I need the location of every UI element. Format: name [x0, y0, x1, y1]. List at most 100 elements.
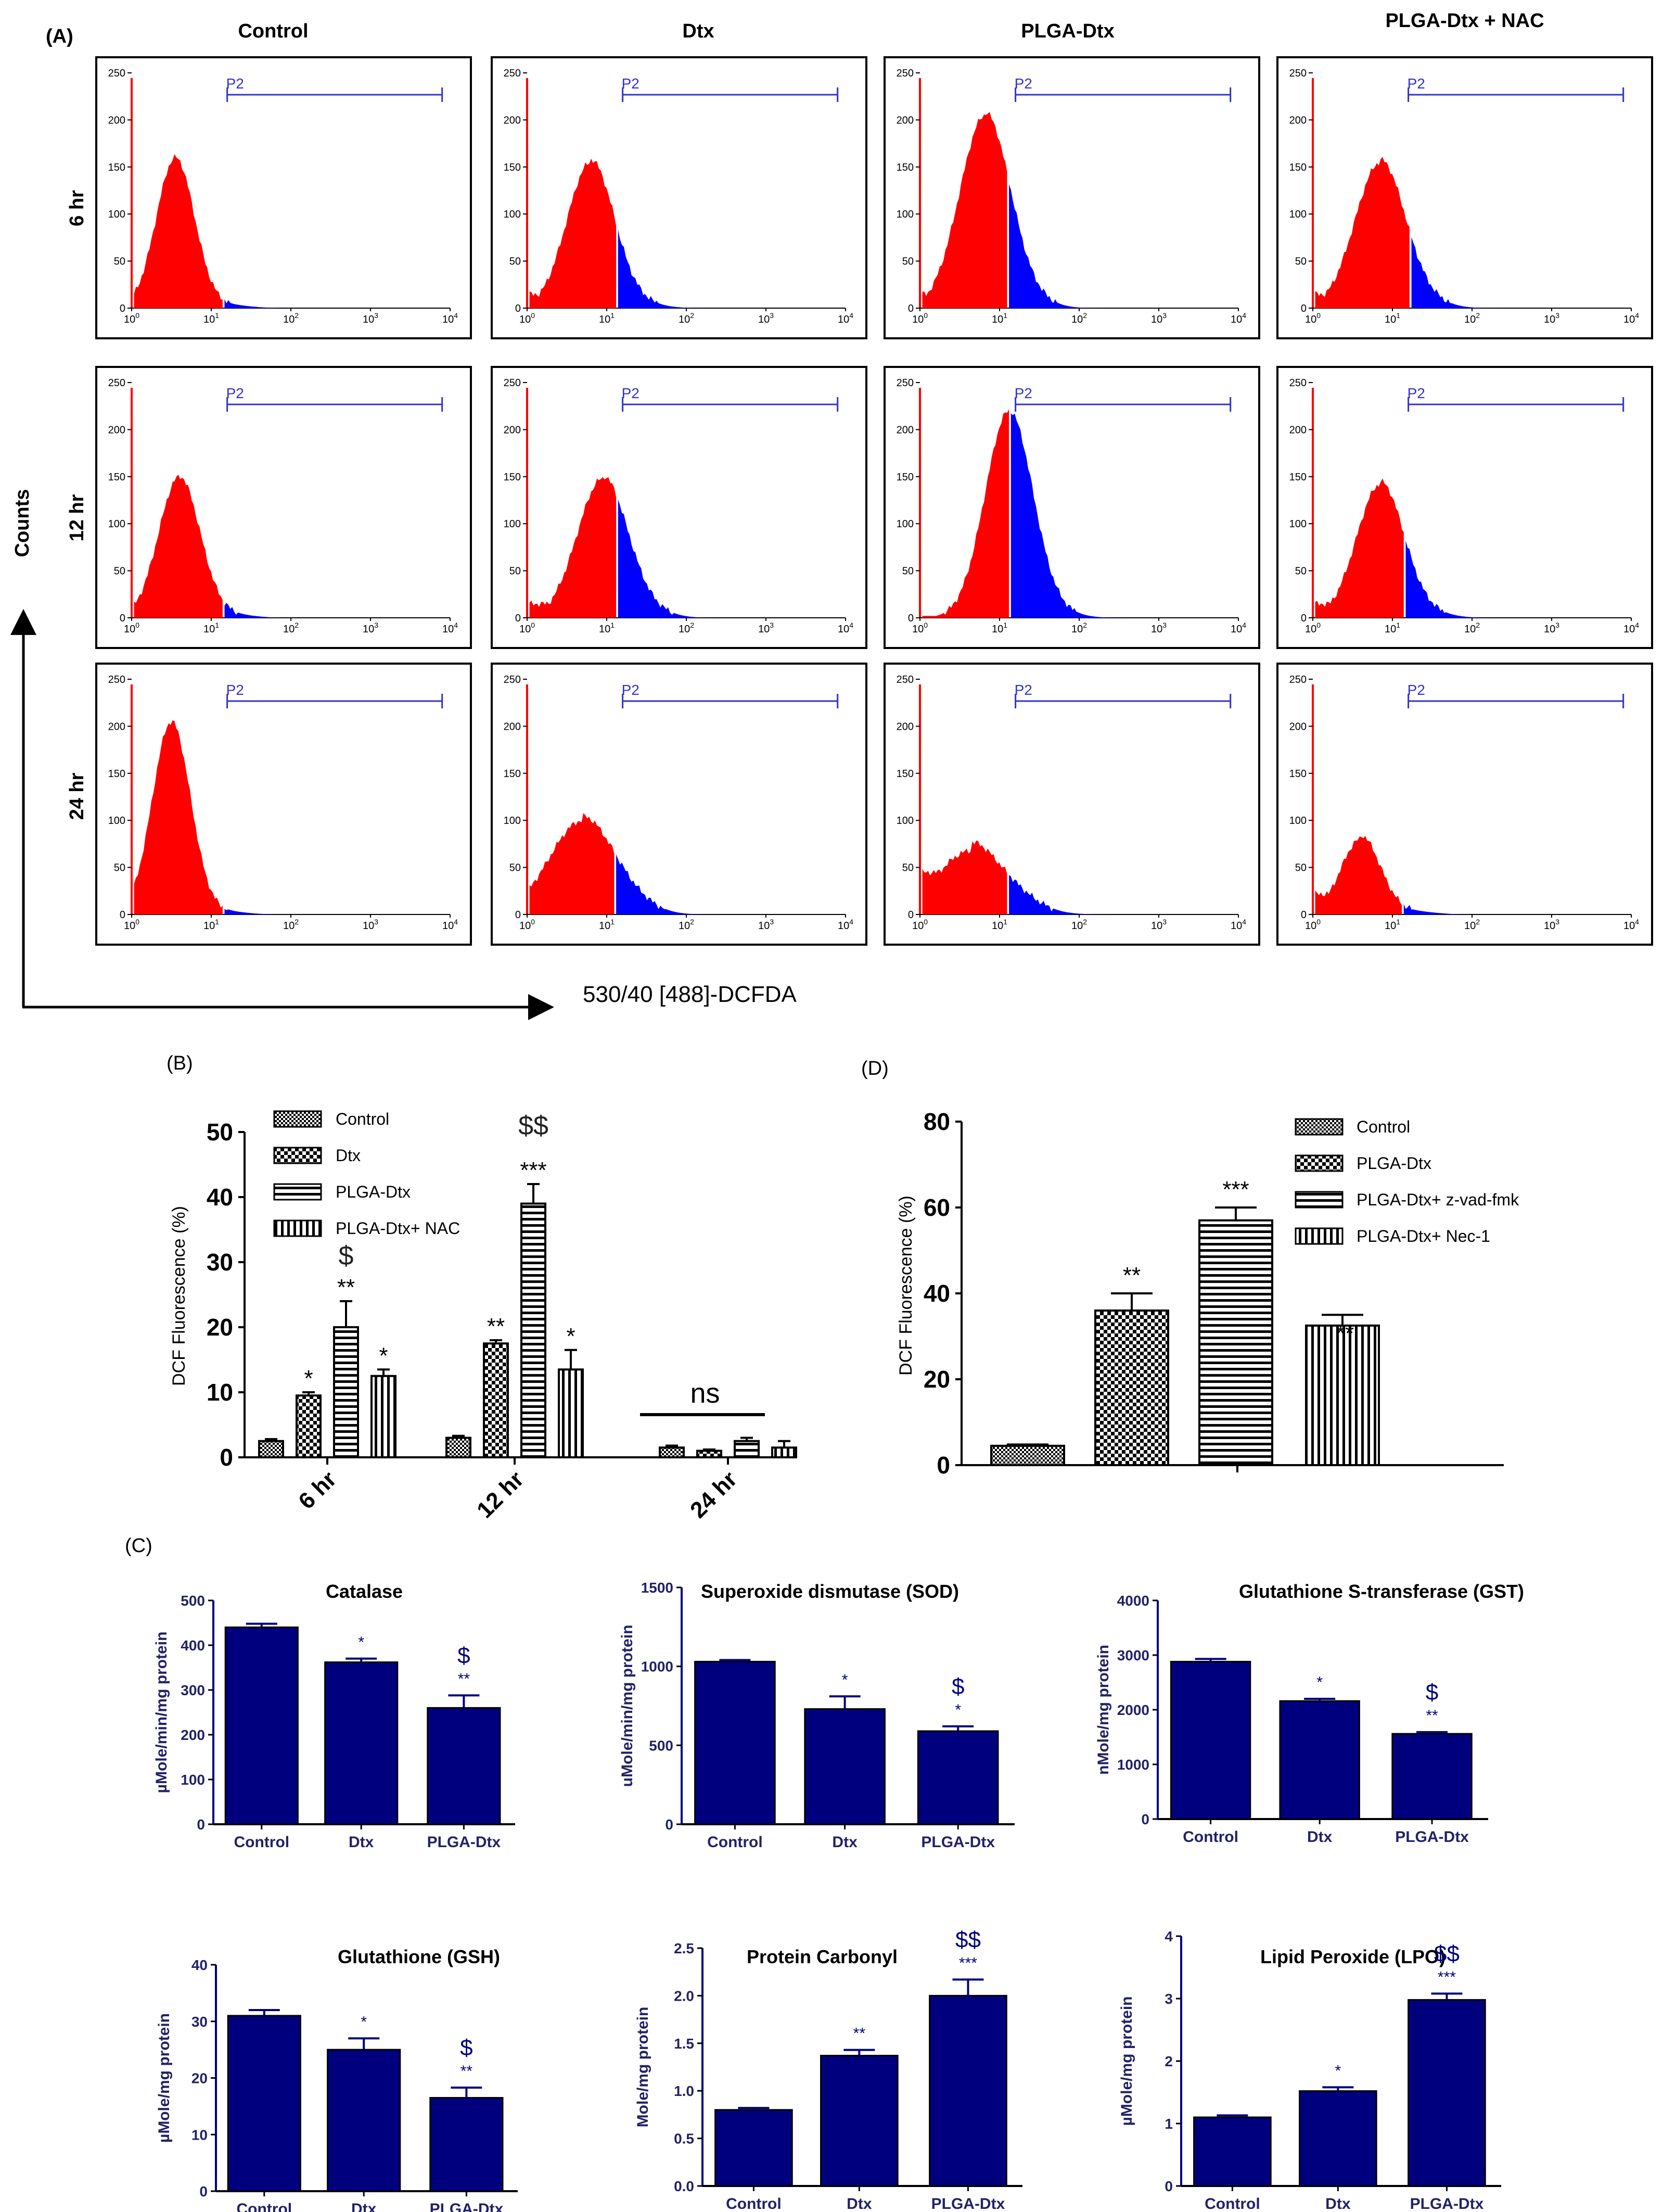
row-label-24hr: 24 hr	[66, 772, 88, 820]
panel-b-bar	[445, 1436, 471, 1458]
panel-c-y-tick-label: 0	[1165, 2178, 1173, 2194]
histogram-x-tick-label: 101	[599, 918, 615, 932]
panel-d-sig-mark: ***	[1222, 1177, 1249, 1202]
histogram-blue-region	[1411, 237, 1623, 308]
panel-c-title: Protein Carbonyl	[747, 1946, 898, 1967]
panel-c-bar	[224, 1626, 299, 1825]
panel-d-legend-swatch	[1295, 1118, 1344, 1136]
panel-d-sig-mark: **	[1336, 1320, 1354, 1346]
panel-c-y-tick-label: 40	[191, 1957, 208, 1973]
col-header-plga-dtx-nac: PLGA-Dtx + NAC	[1385, 10, 1544, 32]
panel-b-legend-label: PLGA-Dtx	[336, 1183, 411, 1201]
histogram-y-tick-label: 200	[108, 115, 125, 126]
histogram-x-tick-label: 104	[442, 311, 458, 325]
histogram-x-tick-label: 101	[992, 918, 1007, 932]
histogram-x-tick-label: 100	[1305, 621, 1321, 635]
histogram-2-2: 0 50 100 150 200 250 100 101 102 103 104 P2	[884, 663, 1260, 946]
histogram-x-tick-label: 104	[838, 918, 853, 932]
panel-c-bar	[1408, 1999, 1486, 2187]
histogram-y-tick-label: 200	[1289, 424, 1307, 436]
panel-c-dollar-mark: $	[457, 1643, 470, 1668]
panel-c-x-tick-label: Control	[236, 2201, 292, 2212]
panel-d-y-tick-label: 0	[937, 1452, 950, 1479]
panel-c-y-label: uMole/min/mg protein	[619, 1625, 636, 1787]
histogram-y-tick-label: 100	[897, 518, 914, 530]
panel-c-y-tick-label: 2000	[1117, 1702, 1149, 1718]
panel-b-bar	[483, 1342, 509, 1458]
histogram-y-tick-label: 150	[108, 472, 125, 483]
panel-c-y-tick-label: 3	[1165, 1991, 1173, 2007]
histogram-x-tick-label: 101	[1385, 918, 1400, 932]
histogram-red-region	[922, 112, 1007, 309]
histogram-red-region	[922, 409, 1009, 618]
panel-b-y-tick-label: 40	[207, 1184, 233, 1211]
panel-c-y-tick-label: 0	[665, 1816, 673, 1833]
panel-c-sig-mark: *	[955, 1701, 961, 1719]
histogram-x-tick-label: 103	[1544, 311, 1559, 325]
panel-c-sig-mark: **	[1426, 1707, 1438, 1724]
histogram-y-tick-label: 250	[1289, 68, 1307, 79]
histogram-x-tick-label: 100	[912, 311, 928, 325]
panel-c-x-tick-label: PLGA-Dtx	[1410, 2195, 1484, 2212]
histogram-x-tick-label: 100	[519, 311, 535, 325]
histogram-x-tick-label: 101	[599, 621, 615, 635]
histogram-x-tick-label: 102	[1071, 311, 1087, 325]
panel-b-x-tick-label: 24 hr	[685, 1466, 742, 1523]
panel-d-bar	[1094, 1310, 1169, 1466]
panel-c-sig-mark: ***	[959, 1954, 977, 1972]
panel-c-chart-5: 0.0 0.5 1.0 1.5 2.0 2.5 Protein Carbonyl Mole/m…	[634, 1927, 1022, 2212]
panel-b-legend-label: Dtx	[336, 1146, 361, 1165]
panel-c-label: (C)	[125, 1535, 152, 1557]
panel-b-legend: Control Dtx PLGA-Dtx PLGA-Dtx+ NAC	[273, 1110, 460, 1238]
histogram-y-tick-label: 150	[897, 162, 914, 173]
panel-c-title: Glutathione (GSH)	[338, 1946, 500, 1967]
histogram-x-tick-label: 102	[1071, 621, 1087, 635]
histogram-x-tick-label: 103	[1544, 918, 1559, 932]
histogram-x-tick-label: 104	[1623, 918, 1639, 932]
histogram-y-tick-label: 250	[897, 377, 914, 389]
histogram-x-tick-label: 103	[363, 621, 378, 635]
histogram-y-tick-label: 100	[504, 815, 521, 827]
histogram-y-tick-label: 100	[897, 209, 914, 220]
histogram-x-tick-label: 102	[283, 621, 299, 635]
gate-label: P2	[226, 385, 244, 401]
panel-a-column-headers: Control Dtx PLGA-Dtx PLGA-Dtx + NAC	[238, 10, 1544, 42]
histogram-x-tick-label: 104	[1231, 621, 1246, 635]
histogram-blue-region	[224, 299, 442, 308]
panel-c-dollar-mark: $	[460, 2035, 472, 2061]
gate-label: P2	[1015, 682, 1032, 698]
panel-c-bar	[714, 2109, 793, 2187]
panel-b-bar	[696, 1450, 722, 1458]
panel-c-title: Catalase	[326, 1581, 403, 1602]
panel-c-y-tick-label: 1000	[641, 1659, 673, 1675]
panel-c-y-label: µMole/mg protein	[1118, 1997, 1135, 2126]
panel-b-legend-swatch	[273, 1147, 322, 1164]
histogram-y-tick-label: 0	[120, 613, 125, 624]
panel-c-y-tick-label: 1	[1165, 2116, 1173, 2132]
panel-c-bar	[1279, 1700, 1360, 1820]
histogram-y-tick-label: 100	[1289, 815, 1307, 827]
panel-c-y-tick-label: 0.5	[674, 2131, 694, 2147]
histogram-y-tick-label: 50	[1295, 862, 1307, 874]
histogram-red-region	[529, 158, 617, 308]
panel-c-dollar-mark: $$	[1434, 1941, 1460, 1966]
panel-a-row-labels: 6 hr 12 hr 24 hr	[66, 190, 88, 820]
histogram-y-tick-label: 200	[504, 721, 521, 732]
panel-d-legend-label: Control	[1357, 1117, 1410, 1136]
panel-c-sig-mark: *	[842, 1671, 848, 1688]
panel-b-y-tick-label: 20	[207, 1314, 233, 1341]
histogram-x-tick-label: 103	[363, 311, 378, 325]
panel-c-x-tick-label: PLGA-Dtx	[931, 2195, 1005, 2212]
histogram-x-tick-label: 104	[1231, 311, 1246, 325]
col-header-plga-dtx: PLGA-Dtx	[1021, 20, 1114, 42]
histogram-y-tick-label: 100	[897, 815, 914, 827]
histogram-y-tick-label: 200	[504, 424, 521, 436]
panel-a-y-axis-label: Counts	[11, 489, 33, 557]
histogram-x-tick-label: 100	[1305, 311, 1321, 325]
panel-b-sig-mark: *	[304, 1366, 313, 1391]
histogram-frame	[884, 366, 1260, 649]
histogram-x-tick-label: 101	[992, 621, 1007, 635]
panel-c-sig-mark: ***	[1438, 1968, 1456, 1986]
histogram-x-tick-label: 102	[1464, 918, 1480, 932]
